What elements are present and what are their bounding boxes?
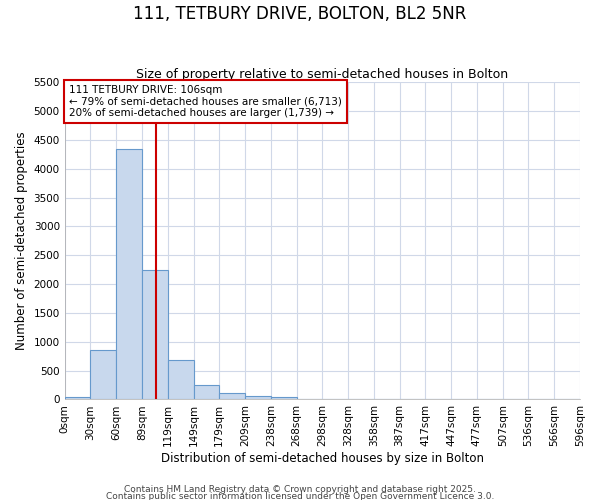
Bar (219, 393, 245, 400)
Y-axis label: Number of semi-detached properties: Number of semi-detached properties (15, 132, 28, 350)
Text: 111, TETBURY DRIVE, BOLTON, BL2 5NR: 111, TETBURY DRIVE, BOLTON, BL2 5NR (133, 5, 467, 23)
Bar (65, 396, 91, 400)
Title: Size of property relative to semi-detached houses in Bolton: Size of property relative to semi-detach… (136, 68, 508, 81)
Text: 111 TETBURY DRIVE: 106sqm
← 79% of semi-detached houses are smaller (6,713)
20% : 111 TETBURY DRIVE: 106sqm ← 79% of semi-… (69, 85, 342, 118)
Bar (245, 396, 271, 400)
X-axis label: Distribution of semi-detached houses by size in Bolton: Distribution of semi-detached houses by … (161, 452, 484, 465)
Text: Contains HM Land Registry data © Crown copyright and database right 2025.: Contains HM Land Registry data © Crown c… (124, 486, 476, 494)
Bar (116, 148, 142, 400)
Bar (142, 270, 168, 400)
Bar (168, 360, 193, 400)
Bar (193, 385, 219, 400)
Text: Contains public sector information licensed under the Open Government Licence 3.: Contains public sector information licen… (106, 492, 494, 500)
Bar (271, 396, 296, 400)
Bar (91, 350, 116, 400)
